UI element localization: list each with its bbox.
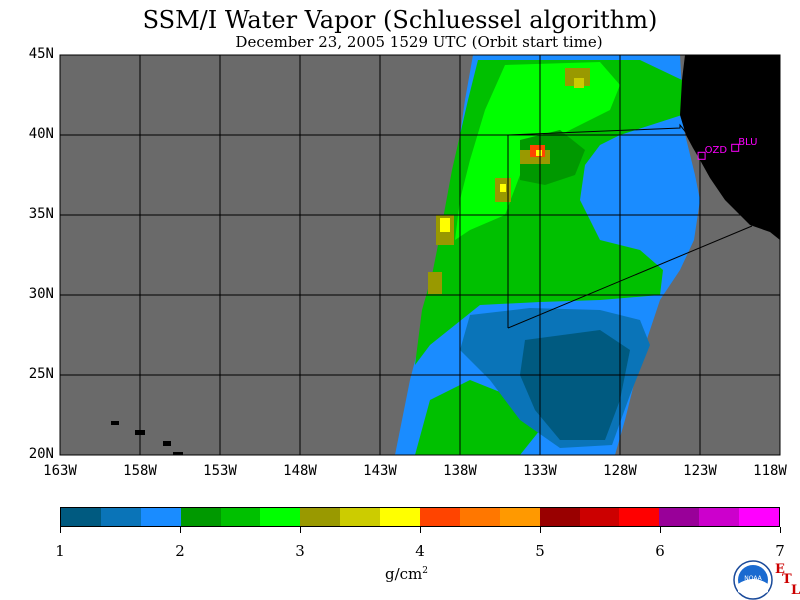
colorbar-segment bbox=[180, 508, 221, 526]
colorbar-tick-mark bbox=[60, 527, 61, 533]
colorbar-tick-mark bbox=[420, 527, 421, 533]
lon-label: 153W bbox=[203, 463, 237, 479]
colorbar-segment bbox=[340, 508, 381, 526]
colorbar-tick-label: 2 bbox=[175, 542, 185, 560]
lon-label: 138W bbox=[443, 463, 477, 479]
colorbar-segment bbox=[61, 508, 101, 526]
lat-label: 45N bbox=[28, 46, 54, 62]
lon-label: 123W bbox=[683, 463, 717, 479]
lat-label: 20N bbox=[28, 446, 54, 462]
colorbar-segment bbox=[619, 508, 660, 526]
swath-dark-green-1 bbox=[520, 130, 585, 185]
colorbar-segment bbox=[659, 508, 700, 526]
lon-label: 128W bbox=[603, 463, 637, 479]
lat-label: 40N bbox=[28, 126, 54, 142]
colorbar-segment bbox=[499, 508, 540, 526]
colorbar-segment bbox=[420, 508, 460, 526]
colorbar-tick-label: 6 bbox=[655, 542, 665, 560]
lon-label: 133W bbox=[523, 463, 557, 479]
plume-yellow-1 bbox=[536, 150, 542, 156]
colorbar-tick-mark bbox=[180, 527, 181, 533]
colorbar-tick-mark bbox=[540, 527, 541, 533]
colorbar-tick-label: 3 bbox=[295, 542, 305, 560]
logo-letter-l: L bbox=[791, 583, 800, 598]
colorbar-segment bbox=[380, 508, 421, 526]
station-marker bbox=[697, 151, 706, 160]
colorbar-segment bbox=[539, 508, 580, 526]
colorbar-segment bbox=[260, 508, 301, 526]
colorbar-tick-mark bbox=[660, 527, 661, 533]
colorbar-segment bbox=[140, 508, 181, 526]
colorbar-tick-label: 4 bbox=[415, 542, 425, 560]
colorbar-tick-mark bbox=[780, 527, 781, 533]
lon-label: 118W bbox=[753, 463, 787, 479]
island-1 bbox=[111, 421, 119, 425]
map-subtitle: December 23, 2005 1529 UTC (Orbit start … bbox=[235, 33, 603, 51]
plume-olive-6 bbox=[428, 272, 442, 294]
units-label: g/cm2 bbox=[385, 565, 429, 583]
colorbar-segment bbox=[699, 508, 740, 526]
region-outline bbox=[507, 123, 693, 141]
colorbar-tick-mark bbox=[300, 527, 301, 533]
lon-label: 158W bbox=[123, 463, 157, 479]
colorbar-segment bbox=[579, 508, 620, 526]
map-title: SSM/I Water Vapor (Schluessel algorithm) bbox=[142, 6, 658, 34]
land-us-west-coast bbox=[680, 55, 780, 240]
map-frame bbox=[59, 54, 781, 456]
lon-label: 163W bbox=[43, 463, 77, 479]
lon-label: 148W bbox=[283, 463, 317, 479]
noaa-logo: NOAA bbox=[733, 560, 773, 600]
colorbar bbox=[60, 507, 780, 527]
colorbar-tick-label: 5 bbox=[535, 542, 545, 560]
colorbar-segment bbox=[459, 508, 500, 526]
colorbar-segment bbox=[300, 508, 341, 526]
plume-olive-2 bbox=[574, 78, 584, 88]
island-3 bbox=[163, 441, 171, 446]
lat-label: 25N bbox=[28, 366, 54, 382]
station-label: OZD bbox=[705, 145, 728, 156]
lat-label: 35N bbox=[28, 206, 54, 222]
swath-mid-blue bbox=[585, 145, 690, 245]
station-marker bbox=[731, 143, 740, 152]
region-diagonal bbox=[507, 225, 753, 329]
swath-darkest-blue bbox=[520, 330, 630, 440]
plume-yellow-2 bbox=[500, 184, 506, 192]
colorbar-segment bbox=[739, 508, 780, 526]
colorbar-tick-label: 1 bbox=[55, 542, 65, 560]
logo-text: NOAA bbox=[744, 575, 762, 582]
plume-yellow-3 bbox=[440, 218, 450, 232]
lon-label: 143W bbox=[363, 463, 397, 479]
station-label: BLU bbox=[738, 137, 757, 148]
logo-letter-e: E bbox=[775, 562, 785, 577]
logo-letter-t: T bbox=[782, 572, 792, 587]
colorbar-segment bbox=[220, 508, 261, 526]
colorbar-tick-label: 7 bbox=[775, 542, 785, 560]
lat-label: 30N bbox=[28, 286, 54, 302]
island-4 bbox=[173, 452, 183, 455]
colorbar-segment bbox=[100, 508, 141, 526]
